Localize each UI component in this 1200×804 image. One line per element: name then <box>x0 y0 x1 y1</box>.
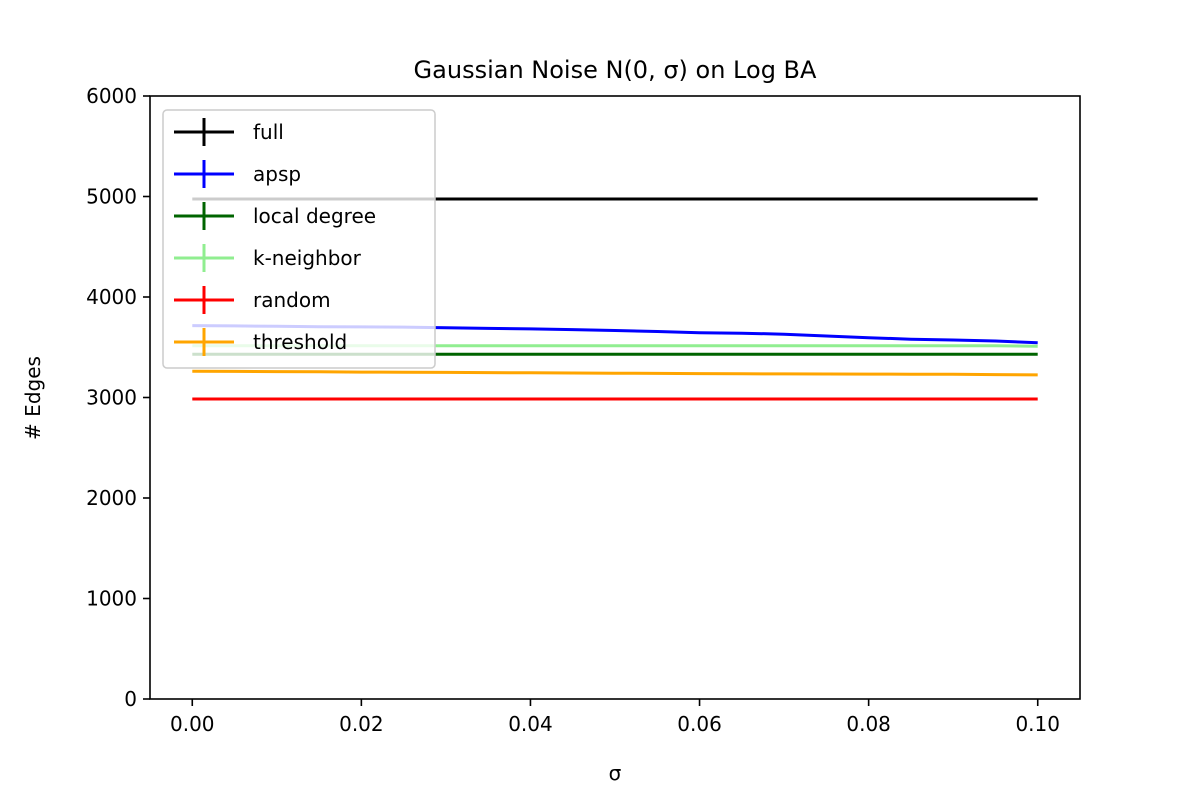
series-line-threshold <box>192 369 1038 377</box>
y-tick-label: 6000 <box>86 84 137 108</box>
legend-label: threshold <box>253 330 347 354</box>
y-tick-label: 4000 <box>86 285 137 309</box>
x-tick-label: 0.04 <box>508 712 553 736</box>
x-axis-label: σ <box>609 761 622 785</box>
legend-item-local-degree: local degree <box>174 202 376 230</box>
x-axis-ticks: 0.00 0.02 0.04 0.06 0.08 0.10 <box>170 699 1060 736</box>
x-tick-label: 0.06 <box>677 712 722 736</box>
y-tick-label: 3000 <box>86 386 137 410</box>
legend-label: apsp <box>253 162 301 186</box>
y-tick-label: 1000 <box>86 587 137 611</box>
y-axis-ticks: 0 1000 2000 3000 4000 5000 6000 <box>86 84 150 711</box>
legend-label: random <box>253 288 331 312</box>
legend-label: full <box>253 120 284 144</box>
legend-label: k-neighbor <box>253 246 362 270</box>
legend-item-apsp: apsp <box>174 160 301 188</box>
x-tick-label: 0.10 <box>1015 712 1060 736</box>
legend-item-threshold: threshold <box>174 328 347 356</box>
plot-area-frame <box>149 95 1081 700</box>
x-tick-label: 0.08 <box>846 712 891 736</box>
legend-item-full: full <box>174 118 284 146</box>
x-tick-label: 0.02 <box>339 712 384 736</box>
y-axis-label: # Edges <box>21 356 45 440</box>
y-tick-label: 0 <box>124 687 137 711</box>
y-tick-label: 2000 <box>86 486 137 510</box>
y-tick-label: 5000 <box>86 185 137 209</box>
legend-item-k-neighbor: k-neighbor <box>174 244 362 272</box>
legend-item-random: random <box>174 286 331 314</box>
legend: full apsp local degree k-neighbor random thre… <box>162 109 436 369</box>
legend-label: local degree <box>253 204 376 228</box>
chart-title: Gaussian Noise N(0, σ) on Log BA <box>414 56 817 84</box>
x-tick-label: 0.00 <box>170 712 215 736</box>
